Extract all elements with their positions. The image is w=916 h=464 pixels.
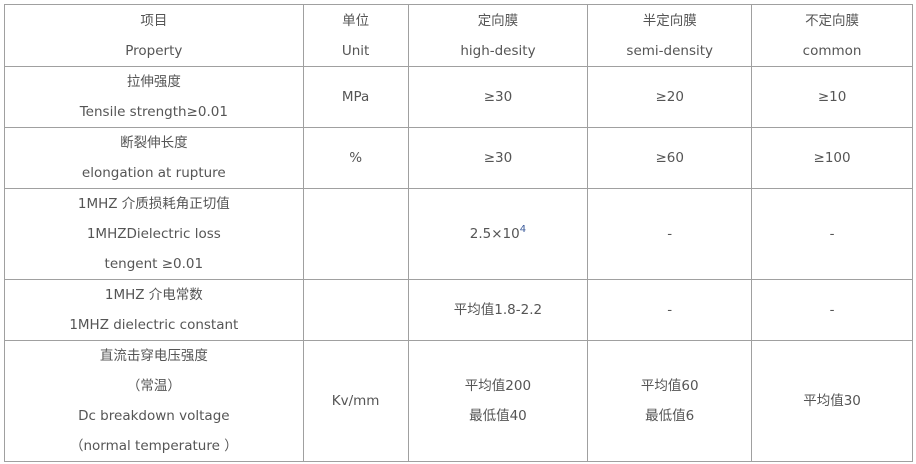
text: elongation at rupture [81, 165, 226, 181]
header-cn: 半定向膜 [642, 12, 697, 29]
header-common: 不定向膜 common [751, 4, 913, 67]
common-cell: ≥10 [751, 66, 913, 128]
header-semi: 半定向膜 semi-density [587, 4, 753, 67]
high-cell: ≥30 [407, 66, 589, 128]
text: 最低值6 [645, 408, 695, 424]
table-row: 1MHZ 介电常数 1MHZ dielectric constant 平均值1.8… [4, 279, 913, 341]
common-cell: - [751, 188, 913, 280]
text: 1MHZ dielectric constant [69, 317, 239, 333]
semi-cell: 平均值60 最低值6 [587, 340, 753, 462]
unit-cell [302, 188, 409, 280]
property-cell: 1MHZ 介质损耗角正切值 1MHZDielectric loss tengent … [4, 188, 304, 280]
text: 1MHZ 介电常数 [104, 287, 203, 303]
header-unit: 单位 Unit [302, 4, 409, 67]
header-property: 项目 Property [4, 4, 304, 67]
text: 1MHZ 介质损耗角正切值 [77, 196, 230, 212]
properties-table: 项目 Property 单位 Unit 定向膜 high-desity 半定向膜 sem… [4, 4, 913, 462]
header-cn: 单位 [342, 12, 370, 29]
high-cell: 平均值1.8-2.2 [407, 279, 589, 341]
semi-cell: ≥20 [587, 66, 753, 128]
text: 1MHZDielectric loss [86, 226, 221, 242]
text: 最低值40 [469, 408, 527, 424]
header-en: high-desity [460, 42, 536, 59]
text: 断裂伸长度 [120, 135, 188, 151]
common-cell: 平均值30 [751, 340, 913, 462]
text: 平均值200 [464, 378, 532, 394]
text: 平均值60 [640, 378, 699, 394]
unit-cell [302, 279, 409, 341]
text: （normal temperature ） [69, 438, 238, 454]
common-cell: ≥100 [751, 127, 913, 189]
semi-cell: - [587, 188, 753, 280]
text: 拉伸强度 [126, 74, 181, 90]
high-cell: 平均值200 最低值40 [407, 340, 589, 462]
exponent: 4 [519, 224, 527, 235]
property-cell: 1MHZ 介电常数 1MHZ dielectric constant [4, 279, 304, 341]
header-cn: 项目 [140, 12, 168, 29]
header-en: semi-density [626, 42, 714, 59]
unit-cell: MPa [302, 66, 409, 128]
header-high: 定向膜 high-desity [407, 4, 589, 67]
property-cell: 拉伸强度 Tensile strength≥0.01 [4, 66, 304, 128]
table-row: 直流击穿电压强度 （常温） Dc breakdown voltage （normal … [4, 340, 913, 462]
property-cell: 直流击穿电压强度 （常温） Dc breakdown voltage （normal … [4, 340, 304, 462]
high-cell: ≥30 [407, 127, 589, 189]
header-en: Unit [341, 42, 370, 59]
unit-cell: % [302, 127, 409, 189]
common-cell: - [751, 279, 913, 341]
header-cn: 不定向膜 [805, 12, 860, 29]
property-cell: 断裂伸长度 elongation at rupture [4, 127, 304, 189]
text: tengent ≥0.01 [104, 256, 204, 272]
table-row: 拉伸强度 Tensile strength≥0.01 MPa ≥30 ≥20 ≥1… [4, 66, 913, 128]
text: Tensile strength≥0.01 [79, 104, 228, 120]
text: 直流击穿电压强度 [99, 348, 208, 364]
header-row: 项目 Property 单位 Unit 定向膜 high-desity 半定向膜 sem… [4, 4, 913, 67]
text: 2.5×10 [469, 226, 520, 242]
text: Dc breakdown voltage [78, 408, 230, 424]
table-row: 1MHZ 介质损耗角正切值 1MHZDielectric loss tengent … [4, 188, 913, 280]
header-cn: 定向膜 [477, 12, 519, 29]
text: （常温） [126, 378, 181, 394]
header-en: common [802, 42, 862, 59]
high-cell: 2.5×104 [407, 188, 589, 280]
semi-cell: - [587, 279, 753, 341]
header-en: Property [125, 42, 183, 59]
unit-cell: Kv/mm [302, 340, 409, 462]
table-row: 断裂伸长度 elongation at rupture % ≥30 ≥60 ≥10… [4, 127, 913, 189]
semi-cell: ≥60 [587, 127, 753, 189]
